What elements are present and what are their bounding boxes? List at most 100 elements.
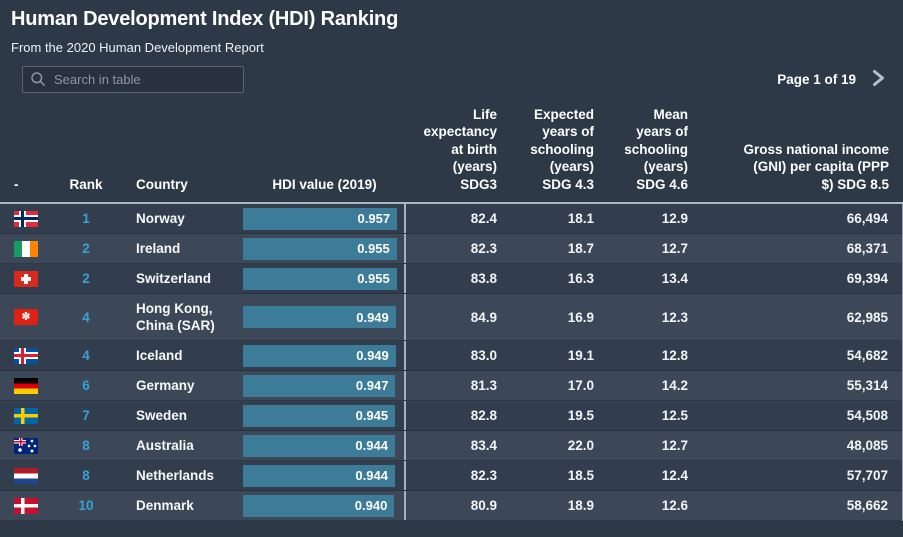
life-expectancy-value: 82.3: [470, 241, 497, 256]
gni-value: 57,707: [846, 468, 888, 483]
gni-value: 58,662: [846, 498, 888, 513]
hdi-bar-cell: 0.940: [243, 491, 406, 520]
expected-schooling-value: 16.9: [567, 309, 594, 325]
germany-flag-icon: [14, 377, 38, 394]
hdi-bar-cell: 0.955: [243, 264, 406, 293]
column-header-country: Country: [136, 176, 188, 192]
rank-value: 8: [82, 468, 90, 483]
expected-schooling-value: 18.5: [567, 468, 594, 483]
hdi-value-bar: 0.944: [243, 434, 395, 457]
country-name: Denmark: [136, 498, 194, 513]
netherlands-flag-icon: [14, 467, 38, 484]
denmark-flag-icon: [14, 497, 38, 514]
table-row: 1 Norway 0.957 82.4 18.1 12.9 66,494: [0, 204, 902, 234]
mean-schooling-value: 12.6: [661, 498, 688, 513]
gni-value: 66,494: [846, 211, 888, 226]
expected-schooling-value: 19.1: [567, 348, 594, 363]
rank-value: 6: [82, 378, 90, 393]
country-name: Ireland: [136, 241, 181, 256]
hdi-value-bar: 0.945: [243, 404, 396, 427]
table-row: 6 Germany 0.947 81.3 17.0 14.2 55,314: [0, 371, 902, 401]
table-row: 8 Netherlands 0.944 82.3 18.5 12.4 57,70…: [0, 461, 902, 491]
country-name: Netherlands: [136, 468, 215, 483]
gni-value: 68,371: [846, 241, 888, 256]
gni-value: 48,085: [846, 438, 888, 453]
mean-schooling-value: 12.3: [661, 309, 688, 325]
mean-schooling-value: 12.7: [661, 241, 688, 256]
life-expectancy-value: 83.0: [470, 348, 497, 363]
hdi-bar-cell: 0.955: [243, 234, 406, 263]
page-header: Human Development Index (HDI) Ranking Fr…: [0, 0, 903, 93]
toolbar: Page 1 of 19: [11, 66, 903, 93]
table-row: 7 Sweden 0.945 82.8 19.5 12.5 54,508: [0, 401, 902, 431]
mean-schooling-value: 12.9: [661, 211, 688, 226]
table-row: 2 Switzerland 0.955 83.8 16.3 13.4 69,39…: [0, 264, 902, 294]
table-row: 4 Iceland 0.949 83.0 19.1 12.8 54,682: [0, 341, 902, 371]
rank-value: 2: [82, 271, 90, 286]
switzerland-flag-icon: [14, 270, 38, 287]
gni-value: 62,985: [846, 309, 888, 325]
table-row: 4 Hong Kong, China (SAR) 0.949 84.9 16.9…: [0, 294, 902, 341]
column-header-hdi: HDI value (2019): [272, 176, 377, 192]
page-subtitle: From the 2020 Human Development Report: [11, 40, 264, 55]
sweden-flag-icon: [14, 407, 38, 424]
expected-schooling-value: 18.7: [567, 241, 594, 256]
australia-flag-icon: [14, 437, 38, 454]
expected-schooling-value: 19.5: [567, 408, 594, 423]
hdi-bar-cell: 0.944: [243, 461, 406, 490]
country-name: Germany: [136, 378, 195, 393]
expected-schooling-value: 22.0: [567, 438, 594, 453]
mean-schooling-value: 12.5: [661, 408, 688, 423]
hdi-bar-cell: 0.944: [243, 431, 406, 460]
country-name: Hong Kong, China (SAR): [136, 301, 215, 333]
life-expectancy-value: 82.3: [470, 468, 497, 483]
gni-value: 69,394: [846, 271, 888, 286]
gni-value: 54,682: [846, 348, 888, 363]
country-name: Sweden: [136, 408, 188, 423]
hdi-value-bar: 0.940: [243, 494, 395, 517]
rank-value: 8: [82, 438, 90, 453]
life-expectancy-value: 82.8: [470, 408, 497, 423]
hdi-bar-cell: 0.945: [243, 401, 406, 430]
search-box: [22, 66, 244, 93]
mean-schooling-value: 12.7: [661, 438, 688, 453]
hdi-bar-cell: 0.949: [243, 294, 406, 340]
pagination-label: Page 1 of 19: [777, 72, 856, 87]
table-body: 1 Norway 0.957 82.4 18.1 12.9 66,494 2 I…: [0, 204, 903, 521]
expected-schooling-value: 16.3: [567, 271, 594, 286]
expected-schooling-value: 18.1: [567, 211, 594, 226]
life-expectancy-value: 83.4: [470, 438, 497, 453]
life-expectancy-value: 81.3: [470, 378, 497, 393]
hdi-value-bar: 0.947: [243, 374, 396, 397]
search-input[interactable]: [22, 66, 244, 93]
country-name: Iceland: [136, 348, 183, 363]
column-header-expected-schooling: Expected years of schooling (years) SDG …: [530, 106, 594, 192]
iceland-flag-icon: [14, 347, 38, 364]
country-name: Norway: [136, 211, 185, 226]
table-row: 8 Australia 0.944 83.4 22.0 12.7 48,085: [0, 431, 902, 461]
life-expectancy-value: 80.9: [470, 498, 497, 513]
gni-value: 55,314: [846, 378, 888, 393]
rank-value: 4: [82, 348, 90, 363]
rank-value: 4: [82, 309, 90, 325]
column-header-gni: Gross national income (GNI) per capita (…: [743, 141, 889, 192]
pagination: Page 1 of 19: [777, 68, 888, 91]
hdi-value-bar: 0.955: [243, 267, 397, 290]
page-title: Human Development Index (HDI) Ranking: [11, 8, 399, 30]
table-row: 2 Ireland 0.955 82.3 18.7 12.7 68,371: [0, 234, 902, 264]
hdi-value-bar: 0.957: [243, 207, 398, 230]
hdi-bar-cell: 0.957: [243, 204, 406, 233]
column-header-rank: Rank: [69, 176, 103, 192]
mean-schooling-value: 14.2: [661, 378, 688, 393]
mean-schooling-value: 12.8: [661, 348, 688, 363]
mean-schooling-value: 13.4: [661, 271, 688, 286]
rank-value: 10: [78, 498, 94, 513]
rank-value: 2: [82, 241, 90, 256]
rank-value: 7: [82, 408, 90, 423]
gni-value: 54,508: [846, 408, 888, 423]
column-header-mean-schooling: Mean years of schooling (years) SDG 4.6: [624, 106, 688, 192]
mean-schooling-value: 12.4: [661, 468, 688, 483]
column-header-life-expectancy: Life expectancy at birth (years) SDG3: [423, 106, 497, 192]
next-page-button[interactable]: [869, 68, 888, 91]
hdi-value-bar: 0.949: [243, 344, 396, 367]
